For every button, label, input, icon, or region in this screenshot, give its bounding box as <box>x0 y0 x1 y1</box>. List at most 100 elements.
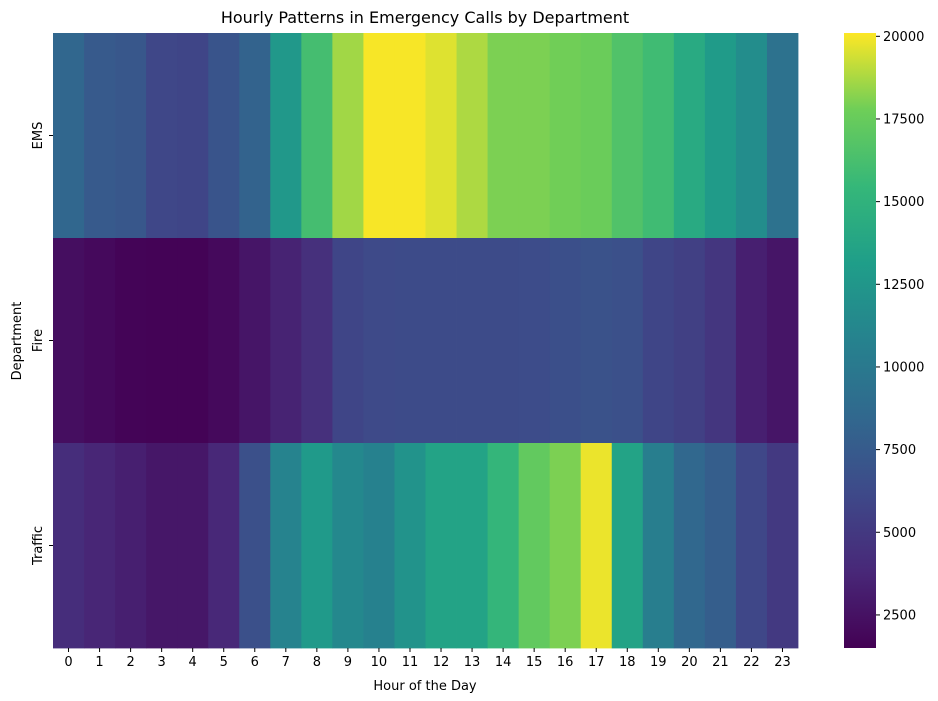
heatmap-cell <box>208 33 240 239</box>
heatmap-cell <box>456 238 488 444</box>
heatmap-cell <box>642 443 675 649</box>
heatmap-cell <box>177 238 209 444</box>
x-tick-label: 21 <box>712 655 729 670</box>
heatmap-cell <box>487 238 520 444</box>
heatmap-cell <box>146 443 178 649</box>
heatmap-cell <box>363 443 395 649</box>
heatmap-cell <box>611 33 644 239</box>
heatmap-cell <box>642 238 675 444</box>
x-tick-label: 8 <box>313 655 321 670</box>
x-tick-label: 9 <box>344 655 352 670</box>
heatmap-cell <box>456 443 488 649</box>
heatmap-cell <box>301 443 333 649</box>
colorbar <box>844 33 876 648</box>
colorbar-tick-label: 7500 <box>883 443 916 458</box>
heatmap-cell <box>766 238 799 444</box>
y-axis-label: Department <box>10 302 25 381</box>
x-tick-label: 6 <box>251 655 259 670</box>
heatmap-cell <box>611 238 644 444</box>
heatmap-cell <box>332 33 364 239</box>
heatmap-cell <box>673 443 706 649</box>
heatmap-cell <box>704 238 737 444</box>
heatmap-cell <box>177 33 209 239</box>
x-tick-label: 22 <box>743 655 760 670</box>
colorbar-axis: 2500 5000 7500 10000 12500 15000 17500 20000 <box>876 30 924 623</box>
heatmap-cell <box>425 443 457 649</box>
heatmap-cell <box>735 238 768 444</box>
x-tick-label: 13 <box>464 655 481 670</box>
heatmap-cell <box>766 443 799 649</box>
heatmap-cell <box>301 238 333 444</box>
colorbar-tick-label: 20000 <box>883 30 924 45</box>
heatmap-cell <box>704 443 737 649</box>
heatmap-cell <box>673 238 706 444</box>
x-tick-label: 1 <box>95 655 103 670</box>
colorbar-tick-label: 15000 <box>883 195 924 210</box>
x-tick-label: 12 <box>433 655 450 670</box>
colorbar-tick-label: 17500 <box>883 112 924 127</box>
heatmap-cell <box>766 33 799 239</box>
heatmap-cell <box>394 443 426 649</box>
heatmap-cell <box>270 33 302 239</box>
heatmap-cell <box>580 238 613 444</box>
x-axis: 0 1 2 3 4 5 6 7 8 9 10 11 12 13 14 15 16 17 18 19 20 21 22 23 <box>64 648 791 670</box>
heatmap-cell <box>394 238 426 444</box>
heatmap-cell <box>518 33 551 239</box>
heatmap-cell <box>177 443 209 649</box>
heatmap-cell <box>642 33 675 239</box>
heatmap-cell <box>84 443 116 649</box>
heatmap-cell <box>580 33 613 239</box>
heatmap-cell <box>487 33 520 239</box>
heatmap-cell <box>208 238 240 444</box>
heatmap-cells <box>53 33 799 649</box>
heatmap-cell <box>84 238 116 444</box>
x-tick-label: 0 <box>64 655 72 670</box>
x-tick-label: 3 <box>158 655 166 670</box>
heatmap-cell <box>115 443 147 649</box>
x-tick-label: 20 <box>681 655 698 670</box>
heatmap-cell <box>425 33 457 239</box>
heatmap-cell <box>549 33 582 239</box>
colorbar-tick-label: 2500 <box>883 608 916 623</box>
colorbar-tick-label: 12500 <box>883 278 924 293</box>
x-tick-label: 17 <box>588 655 605 670</box>
heatmap-cell <box>735 33 768 239</box>
heatmap-cell <box>270 443 302 649</box>
x-tick-label: 10 <box>371 655 388 670</box>
heatmap-cell <box>580 443 613 649</box>
x-tick-label: 4 <box>189 655 197 670</box>
heatmap-cell <box>270 238 302 444</box>
y-tick-label: EMS <box>31 122 46 150</box>
heatmap-cell <box>611 443 644 649</box>
chart-title: Hourly Patterns in Emergency Calls by De… <box>221 8 629 27</box>
heatmap-cell <box>115 33 147 239</box>
heatmap-cell <box>549 443 582 649</box>
heatmap-cell <box>487 443 520 649</box>
x-tick-label: 19 <box>650 655 667 670</box>
heatmap-cell <box>363 238 395 444</box>
heatmap-cell <box>146 33 178 239</box>
heatmap-cell <box>239 238 271 444</box>
x-tick-label: 15 <box>526 655 543 670</box>
heatmap-cell <box>53 33 85 239</box>
y-axis: EMS Fire Traffic <box>31 122 53 566</box>
heatmap-cell <box>518 443 551 649</box>
x-axis-label: Hour of the Day <box>373 679 477 694</box>
x-tick-label: 23 <box>774 655 791 670</box>
heatmap-cell <box>456 33 488 239</box>
heatmap-cell <box>332 443 364 649</box>
x-tick-label: 5 <box>220 655 228 670</box>
heatmap-cell <box>84 33 116 239</box>
heatmap-cell <box>549 238 582 444</box>
heatmap-cell <box>208 443 240 649</box>
x-tick-label: 7 <box>282 655 290 670</box>
heatmap-cell <box>425 238 457 444</box>
x-tick-label: 18 <box>619 655 636 670</box>
heatmap-cell <box>704 33 737 239</box>
heatmap-cell <box>115 238 147 444</box>
heatmap-cell <box>53 443 85 649</box>
heatmap-cell <box>301 33 333 239</box>
colorbar-tick-label: 10000 <box>883 360 924 375</box>
heatmap-cell <box>239 33 271 239</box>
